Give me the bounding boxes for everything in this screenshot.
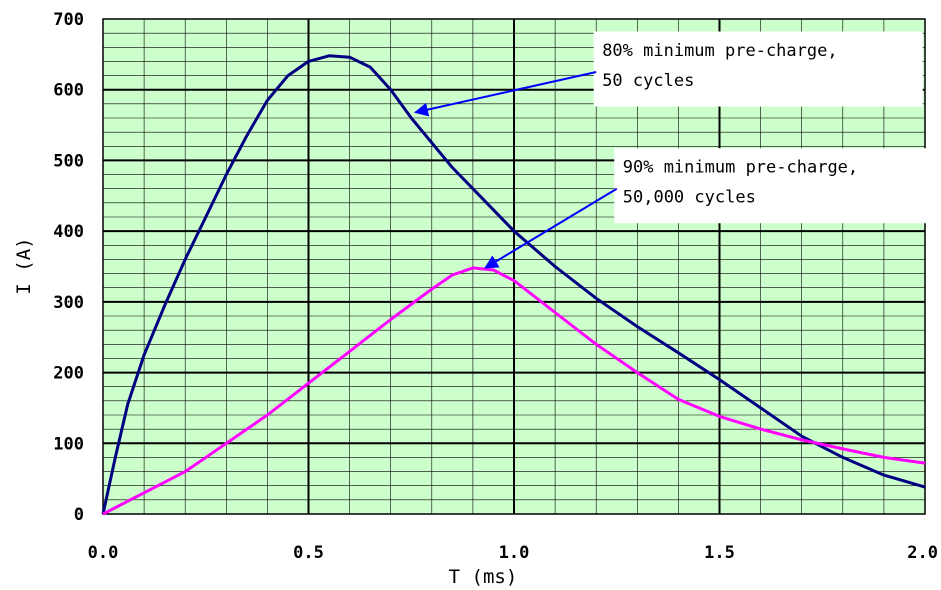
annotation-text: 80% minimum pre-charge, — [602, 41, 837, 61]
x-tick-label: 0.0 — [88, 543, 119, 563]
y-tick-label: 600 — [53, 81, 84, 101]
plot-border — [102, 18, 926, 515]
y-axis-label: I (A) — [13, 237, 35, 294]
y-tick-label: 300 — [53, 293, 84, 313]
x-tick-label: 1.0 — [499, 543, 530, 563]
y-tick-label: 200 — [53, 364, 84, 384]
y-tick-label: 0 — [74, 505, 84, 525]
series-line-2 — [102, 266, 926, 516]
annotation-arrow-1 — [413, 71, 597, 117]
x-tick-label: 1.5 — [704, 543, 735, 563]
x-axis-label: T (ms) — [449, 566, 518, 588]
annotation-box-1 — [593, 31, 923, 107]
y-tick-labels: 0 100 200 300 400 500 600 700 — [53, 10, 84, 525]
annotation-text: 50 cycles — [602, 71, 694, 91]
x-tick-label: 2.0 — [907, 543, 938, 563]
x-tick-labels: 0.0 0.5 1.0 1.5 2.0 — [88, 543, 938, 563]
annotation-text: 50,000 cycles — [623, 188, 756, 208]
annotation-text: 90% minimum pre-charge, — [623, 158, 858, 178]
series-layer — [101, 54, 926, 516]
y-tick-label: 500 — [53, 151, 84, 171]
y-tick-label: 100 — [53, 434, 84, 454]
x-tick-label: 0.5 — [293, 543, 324, 563]
annotation-arrow-2 — [484, 187, 618, 269]
series-line-1 — [101, 54, 926, 515]
y-tick-label: 700 — [53, 10, 84, 30]
annotations-layer: 80% minimum pre-charge, 50 cycles 90% mini… — [413, 31, 941, 269]
y-tick-label: 400 — [53, 222, 84, 242]
annotation-box-2 — [614, 148, 941, 224]
